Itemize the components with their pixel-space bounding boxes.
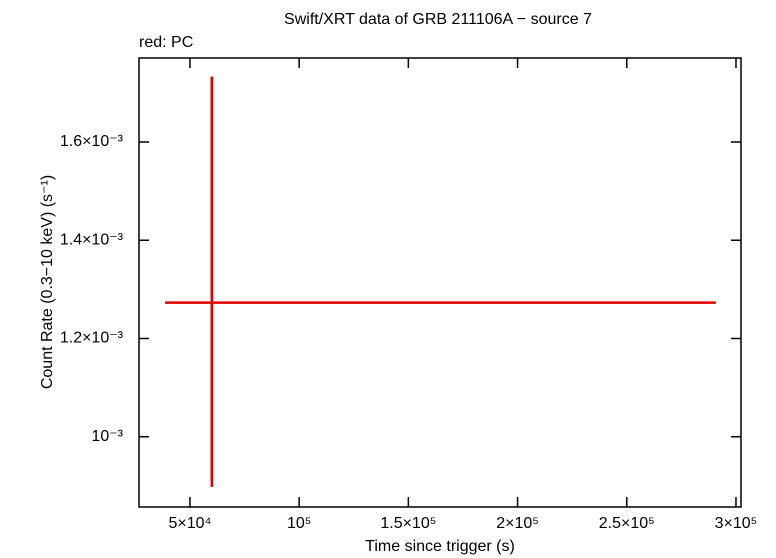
x-tick-label: 3×10⁵	[715, 515, 758, 532]
plot-frame	[138, 57, 742, 508]
x-tick-label: 1.5×10⁵	[380, 515, 436, 532]
chart-subtitle: red: PC	[139, 34, 193, 51]
x-tick-label: 10⁵	[287, 515, 311, 532]
x-axis-label: Time since trigger (s)	[365, 538, 515, 555]
y-tick-label: 1.4×10⁻³	[60, 231, 124, 248]
x-tick-label: 2×10⁵	[496, 515, 539, 532]
y-tick-label: 10⁻³	[91, 428, 123, 445]
x-tick-label: 5×10⁴	[168, 515, 211, 532]
y-tick-label: 1.2×10⁻³	[60, 330, 124, 347]
y-axis-label: Count Rate (0.3−10 keV) (s⁻¹)	[39, 175, 56, 389]
x-tick-label: 2.5×10⁵	[599, 515, 655, 532]
y-tick-label: 1.6×10⁻³	[60, 133, 124, 150]
chart-title: Swift/XRT data of GRB 211106A − source 7	[284, 11, 592, 28]
